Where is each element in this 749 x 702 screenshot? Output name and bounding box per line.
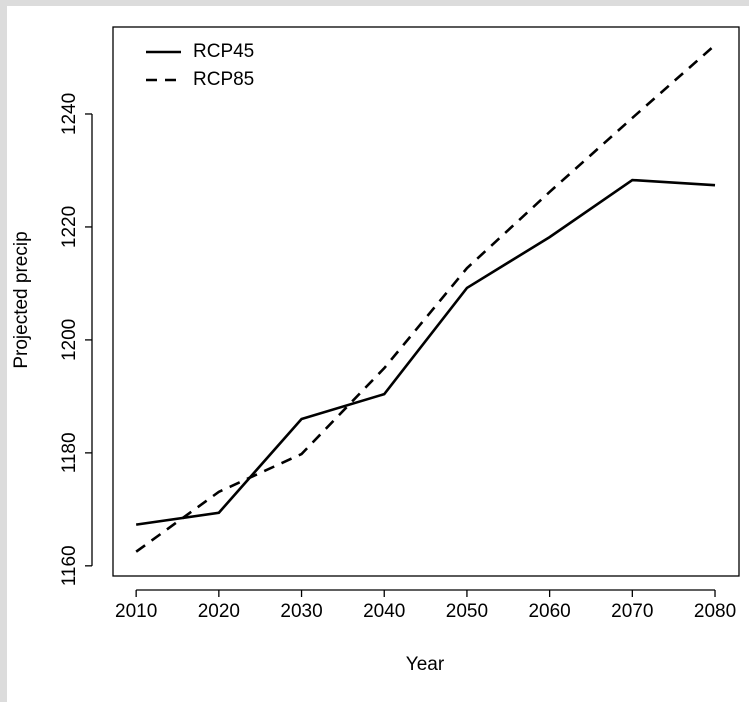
y-axis-title: Projected precip (11, 231, 32, 368)
legend-label: RCP45 (193, 41, 254, 62)
y-tick-label: 1180 (59, 432, 80, 473)
x-axis-title: Year (406, 654, 445, 675)
y-tick-label: 1220 (59, 206, 80, 248)
x-tick-label: 2020 (198, 601, 240, 622)
x-tick-label: 2010 (115, 601, 157, 622)
x-tick-label: 2060 (528, 601, 570, 622)
x-tick-label: 2080 (694, 601, 736, 622)
series-line (135, 44, 716, 553)
y-tick-label: 1240 (59, 93, 80, 135)
x-tick-label: 2050 (446, 601, 488, 622)
x-tick-label: 2030 (280, 601, 322, 622)
legend-label: RCP85 (193, 69, 254, 90)
frame-left (0, 0, 7, 702)
x-tick-label: 2070 (611, 601, 653, 622)
plot-box (112, 26, 740, 577)
x-tick-label: 2040 (363, 601, 405, 622)
frame-top (0, 0, 749, 6)
y-tick-label: 1160 (59, 545, 80, 586)
series-line (135, 178, 716, 526)
y-tick-label: 1200 (59, 319, 80, 361)
